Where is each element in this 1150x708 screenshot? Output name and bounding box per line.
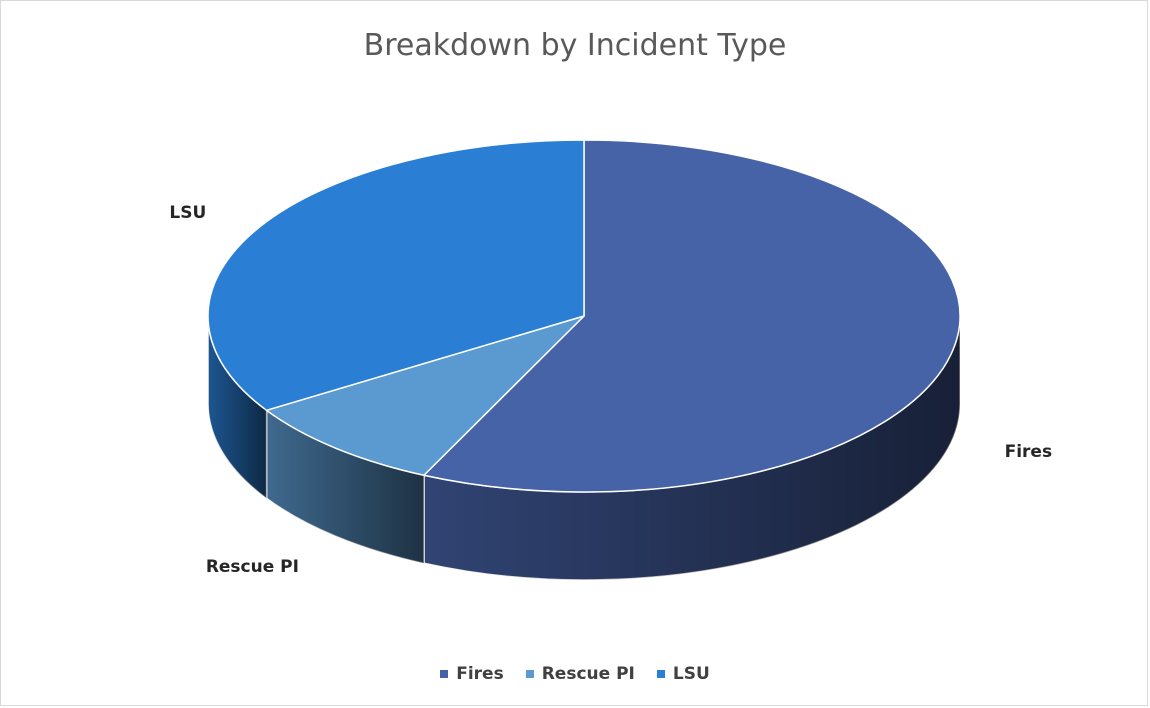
legend-swatch: [440, 670, 449, 678]
legend-label: Fires: [456, 664, 504, 684]
legend-item-fires: Fires: [440, 664, 504, 684]
pie-tops: [207, 139, 961, 493]
pie-slice-fires: [423, 139, 961, 493]
chart-title: Breakdown by Incident Type: [363, 28, 787, 63]
data-label-fires: Fires: [1005, 442, 1052, 462]
pie-sides: [207, 315, 961, 581]
legend-item-lsu: LSU: [656, 664, 710, 684]
legend-label: Rescue PI: [541, 664, 635, 684]
legend-swatch: [656, 670, 665, 678]
data-label-lsu: LSU: [169, 203, 206, 223]
pie-slice-rescue-pi: [265, 315, 585, 476]
legend-item-rescue-pi: Rescue PI: [525, 664, 635, 684]
pie-slice-lsu: [207, 139, 585, 412]
pie-side-shade: [266, 410, 424, 564]
legend-label: LSU: [672, 664, 710, 684]
pie-side-shade: [208, 316, 267, 499]
pie-labels: Fires Rescue PI LSU: [169, 203, 1052, 577]
data-label-rescue-pi: Rescue PI: [206, 557, 299, 577]
legend: Fires Rescue PI LSU: [0, 664, 1150, 684]
legend-swatch: [525, 670, 534, 678]
pie-side-shade: [423, 316, 960, 580]
